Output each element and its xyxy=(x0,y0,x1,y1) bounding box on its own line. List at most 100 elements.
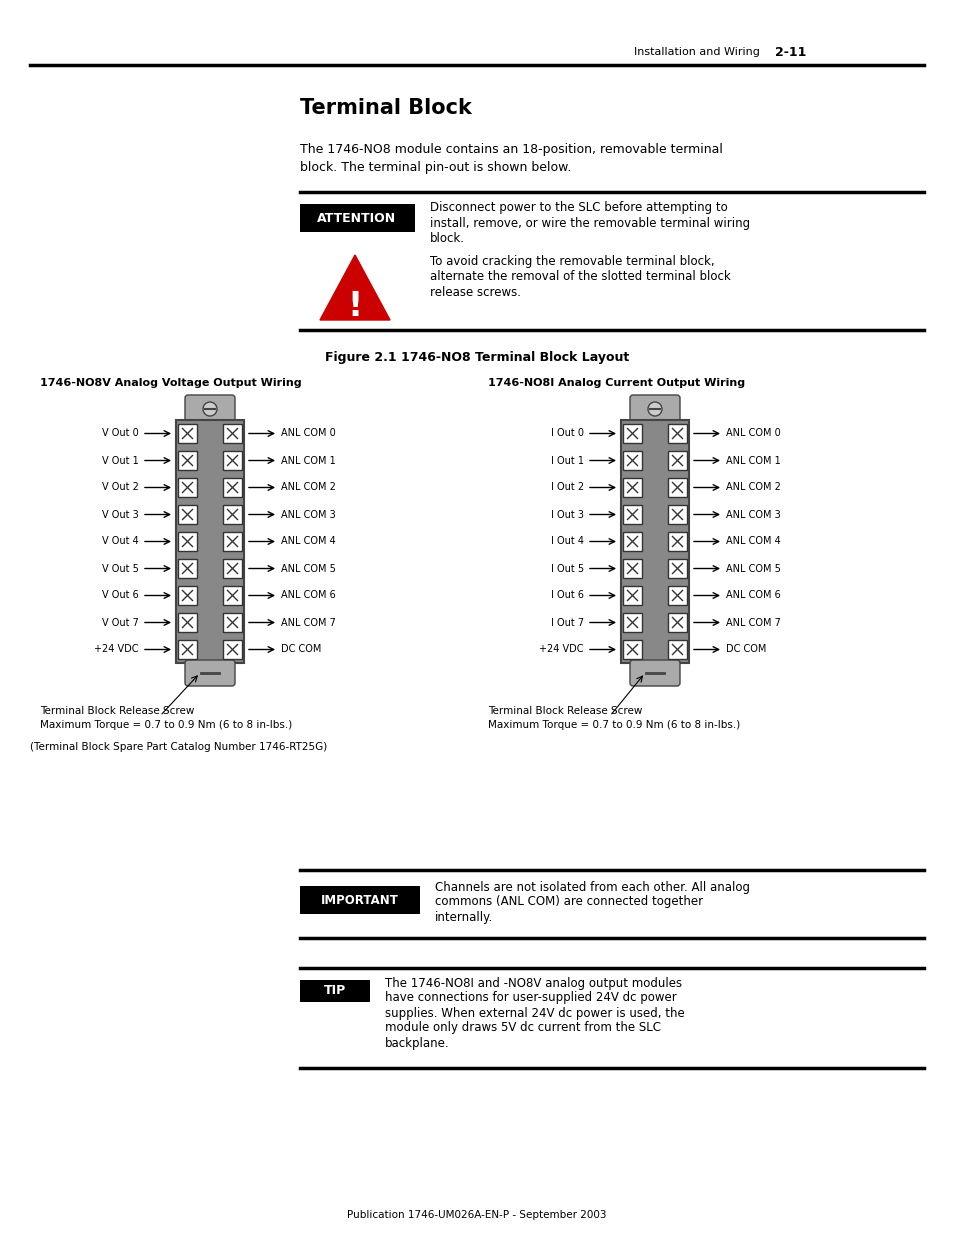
Text: Disconnect power to the SLC before attempting to: Disconnect power to the SLC before attem… xyxy=(430,201,727,215)
Text: ATTENTION: ATTENTION xyxy=(317,211,396,225)
Text: ANL COM 5: ANL COM 5 xyxy=(281,563,335,573)
Bar xyxy=(178,585,196,605)
Bar xyxy=(622,585,641,605)
Bar xyxy=(223,451,242,471)
Bar xyxy=(667,505,686,524)
Bar xyxy=(667,532,686,551)
Bar xyxy=(299,981,370,1002)
Text: block. The terminal pin-out is shown below.: block. The terminal pin-out is shown bel… xyxy=(299,161,571,173)
Text: V Out 7: V Out 7 xyxy=(102,618,139,627)
Bar xyxy=(178,424,196,443)
Text: ANL COM 3: ANL COM 3 xyxy=(281,510,335,520)
Text: commons (ANL COM) are connected together: commons (ANL COM) are connected together xyxy=(435,895,702,909)
Bar xyxy=(178,478,196,496)
Text: Publication 1746-UM026A-EN-P - September 2003: Publication 1746-UM026A-EN-P - September… xyxy=(347,1210,606,1220)
Bar xyxy=(622,505,641,524)
Text: 1746-NO8I Analog Current Output Wiring: 1746-NO8I Analog Current Output Wiring xyxy=(488,378,744,388)
Text: I Out 7: I Out 7 xyxy=(550,618,583,627)
Text: To avoid cracking the removable terminal block,: To avoid cracking the removable terminal… xyxy=(430,256,714,268)
Text: I Out 2: I Out 2 xyxy=(550,483,583,493)
Text: ANL COM 2: ANL COM 2 xyxy=(725,483,781,493)
Text: V Out 5: V Out 5 xyxy=(102,563,139,573)
Text: Terminal Block Release Screw: Terminal Block Release Screw xyxy=(40,706,194,716)
Bar xyxy=(223,505,242,524)
Text: Terminal Block: Terminal Block xyxy=(299,98,472,119)
Bar xyxy=(622,451,641,471)
Text: backplane.: backplane. xyxy=(385,1036,449,1050)
Bar xyxy=(223,640,242,659)
Text: IMPORTANT: IMPORTANT xyxy=(321,893,398,906)
Text: Maximum Torque = 0.7 to 0.9 Nm (6 to 8 in-lbs.): Maximum Torque = 0.7 to 0.9 Nm (6 to 8 i… xyxy=(40,720,292,730)
Bar xyxy=(223,532,242,551)
Bar xyxy=(667,424,686,443)
Text: module only draws 5V dc current from the SLC: module only draws 5V dc current from the… xyxy=(385,1021,660,1035)
Polygon shape xyxy=(319,254,390,320)
Text: install, remove, or wire the removable terminal wiring: install, remove, or wire the removable t… xyxy=(430,216,749,230)
Text: Channels are not isolated from each other. All analog: Channels are not isolated from each othe… xyxy=(435,881,749,893)
Bar xyxy=(667,640,686,659)
Text: I Out 1: I Out 1 xyxy=(551,456,583,466)
Text: I Out 3: I Out 3 xyxy=(551,510,583,520)
FancyBboxPatch shape xyxy=(185,395,234,424)
Text: Maximum Torque = 0.7 to 0.9 Nm (6 to 8 in-lbs.): Maximum Torque = 0.7 to 0.9 Nm (6 to 8 i… xyxy=(488,720,740,730)
Text: ANL COM 7: ANL COM 7 xyxy=(725,618,781,627)
Text: 2-11: 2-11 xyxy=(774,46,805,58)
Bar xyxy=(667,613,686,632)
Bar xyxy=(175,420,244,663)
Bar xyxy=(178,532,196,551)
Text: ANL COM 1: ANL COM 1 xyxy=(725,456,780,466)
Text: DC COM: DC COM xyxy=(281,645,321,655)
Circle shape xyxy=(203,403,216,416)
Bar xyxy=(622,559,641,578)
Text: ANL COM 0: ANL COM 0 xyxy=(725,429,780,438)
Bar xyxy=(622,478,641,496)
Circle shape xyxy=(647,403,661,416)
Text: have connections for user-supplied 24V dc power: have connections for user-supplied 24V d… xyxy=(385,992,676,1004)
Text: ANL COM 2: ANL COM 2 xyxy=(281,483,335,493)
Text: ANL COM 6: ANL COM 6 xyxy=(725,590,780,600)
Text: +24 VDC: +24 VDC xyxy=(539,645,583,655)
Text: supplies. When external 24V dc power is used, the: supplies. When external 24V dc power is … xyxy=(385,1007,684,1020)
Bar xyxy=(667,478,686,496)
Text: I Out 5: I Out 5 xyxy=(550,563,583,573)
Bar xyxy=(223,585,242,605)
Bar xyxy=(223,559,242,578)
Bar xyxy=(622,424,641,443)
Text: (Terminal Block Spare Part Catalog Number 1746-RT25G): (Terminal Block Spare Part Catalog Numbe… xyxy=(30,742,327,752)
FancyBboxPatch shape xyxy=(629,659,679,685)
Bar xyxy=(299,204,415,232)
Text: ANL COM 3: ANL COM 3 xyxy=(725,510,780,520)
Bar xyxy=(667,559,686,578)
FancyBboxPatch shape xyxy=(185,659,234,685)
Text: ANL COM 4: ANL COM 4 xyxy=(725,536,780,547)
Text: Figure 2.1 1746-NO8 Terminal Block Layout: Figure 2.1 1746-NO8 Terminal Block Layou… xyxy=(325,352,628,364)
Text: block.: block. xyxy=(430,231,464,245)
Text: V Out 1: V Out 1 xyxy=(102,456,139,466)
Bar xyxy=(667,585,686,605)
Text: TIP: TIP xyxy=(323,984,346,998)
Text: I Out 6: I Out 6 xyxy=(551,590,583,600)
Text: internally.: internally. xyxy=(435,910,493,924)
Text: ANL COM 1: ANL COM 1 xyxy=(281,456,335,466)
Bar xyxy=(667,451,686,471)
Bar xyxy=(620,420,688,663)
Text: ANL COM 6: ANL COM 6 xyxy=(281,590,335,600)
Bar xyxy=(622,613,641,632)
Bar xyxy=(622,532,641,551)
Text: V Out 4: V Out 4 xyxy=(102,536,139,547)
Bar xyxy=(622,640,641,659)
Text: I Out 0: I Out 0 xyxy=(551,429,583,438)
Bar xyxy=(178,451,196,471)
Bar xyxy=(178,505,196,524)
Text: V Out 2: V Out 2 xyxy=(102,483,139,493)
Bar xyxy=(178,559,196,578)
Text: ANL COM 4: ANL COM 4 xyxy=(281,536,335,547)
Text: I Out 4: I Out 4 xyxy=(551,536,583,547)
Bar xyxy=(223,478,242,496)
Text: !: ! xyxy=(347,290,362,324)
Bar xyxy=(299,885,419,914)
Text: The 1746-NO8 module contains an 18-position, removable terminal: The 1746-NO8 module contains an 18-posit… xyxy=(299,143,722,157)
Text: ANL COM 0: ANL COM 0 xyxy=(281,429,335,438)
Bar xyxy=(223,424,242,443)
Text: Terminal Block Release Screw: Terminal Block Release Screw xyxy=(488,706,641,716)
